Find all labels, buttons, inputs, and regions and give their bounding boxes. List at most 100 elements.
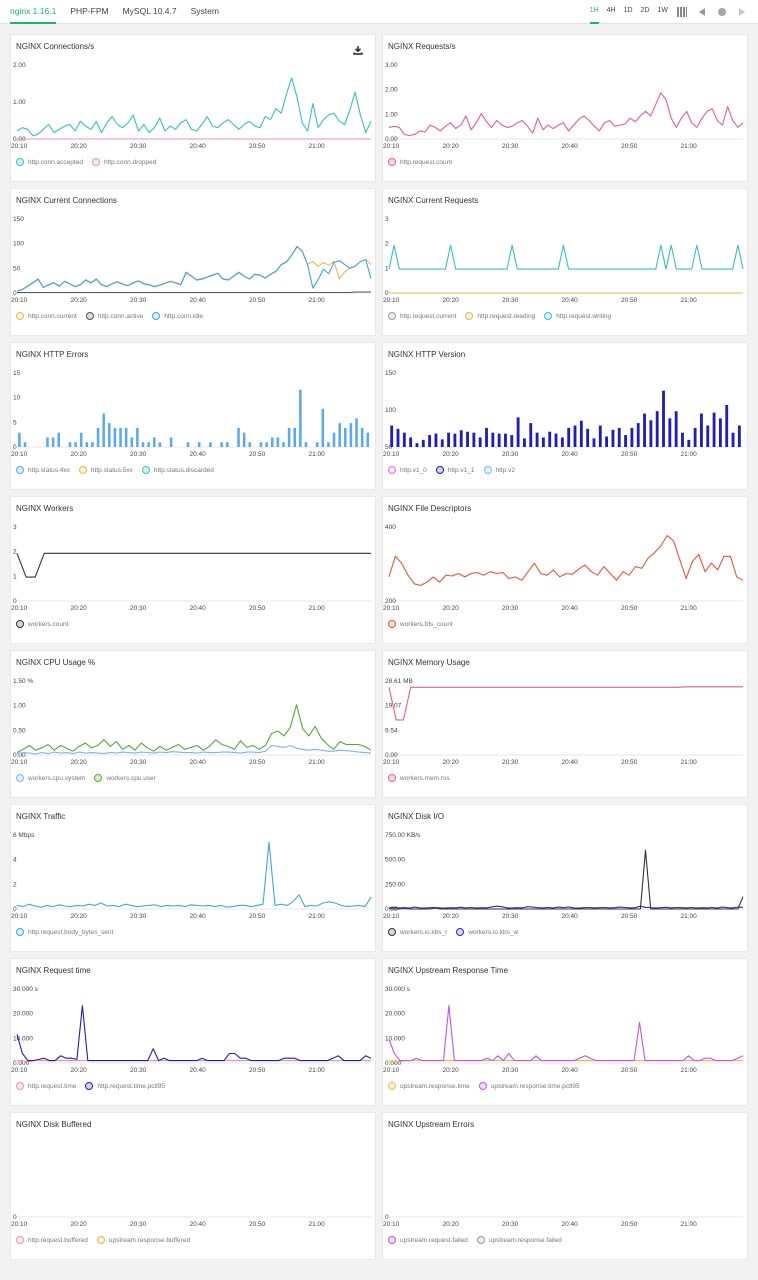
legend-item-http-request-buffered[interactable]: http.request.buffered (16, 1236, 88, 1244)
top-navigation-bar: nginx 1.16.1 PHP-FPM MySQL 10.4.7 System… (0, 0, 758, 24)
x-tick-label: 20:30 (502, 1221, 519, 1228)
legend-item-http-request-writing[interactable]: http.request.writing (544, 312, 611, 320)
bar (158, 442, 162, 447)
panel-title: NGINX HTTP Errors (16, 350, 89, 359)
tab-php-fpm[interactable]: PHP-FPM (70, 6, 109, 16)
y-tick-label: 2 (13, 549, 17, 556)
y-tick-label: 3 (13, 524, 17, 531)
legend-item-workers-mem-rss[interactable]: workers.mem.rss (388, 774, 449, 782)
legend-item-http-conn-accepted[interactable]: http.conn.accepted (16, 158, 83, 166)
range-1d[interactable]: 1D (623, 7, 633, 14)
legend-swatch (16, 158, 24, 166)
range-4h[interactable]: 4H (606, 7, 616, 14)
x-tick-label: 21:00 (308, 1221, 325, 1228)
bar (573, 425, 577, 447)
bar (113, 427, 117, 447)
x-tick-label: 20:30 (502, 451, 519, 458)
legend-item-http-v2[interactable]: http.v2 (483, 466, 515, 474)
legend-item-upstream-response-time-pctl95[interactable]: upstream.response.time.pctl95 (478, 1082, 580, 1090)
download-icon[interactable] (353, 42, 363, 55)
legend-item-http-conn-dropped[interactable]: http.conn.dropped (91, 158, 157, 166)
legend-item-http-conn-idle[interactable]: http.conn.idle (152, 312, 203, 320)
chart-nginx-current-requests: 3 2 1 020:10 20:20 20:30 20:40 20:50 21:00 (383, 216, 744, 304)
legend-item-workers-fds-count[interactable]: workers.fds_count (388, 620, 453, 628)
bar (693, 427, 697, 447)
x-tick-label: 20:40 (561, 451, 578, 458)
x-tick-label: 21:00 (680, 759, 697, 766)
prev-icon[interactable] (696, 6, 708, 18)
legend-item-http-request-reading[interactable]: http.request.reading (465, 312, 535, 320)
tab-system[interactable]: System (190, 6, 219, 16)
x-tick-label: 21:00 (308, 1067, 325, 1074)
x-tick-label: 20:20 (70, 451, 87, 458)
legend-swatch (16, 312, 24, 320)
legend-label: workers.count (28, 620, 69, 628)
legend-item-http-request-count[interactable]: http.request.count (388, 158, 452, 166)
legend-item-http-request-body-bytes-sent[interactable]: http.request.body_bytes_sent (16, 928, 113, 936)
legend-item-workers-cpu-system[interactable]: workers.cpu.system (16, 774, 85, 782)
range-1h[interactable]: 1H (589, 0, 599, 24)
series-line-workers-mem-rss (388, 686, 743, 721)
x-tick-label: 20:20 (70, 297, 87, 304)
legend-item-http-v1-1[interactable]: http.v1_1 (435, 466, 475, 474)
table-icon[interactable] (676, 6, 688, 18)
legend-label: http.request.body_bytes_sent (28, 928, 114, 936)
x-tick-label: 20:50 (621, 1067, 638, 1074)
legend-label: http.request.time (28, 1082, 77, 1090)
bar (209, 442, 212, 447)
y-tick-label: 28.61 MB (385, 678, 413, 685)
tab-mysql[interactable]: MySQL 10.4.7 (122, 6, 177, 16)
x-tick-label: 20:10 (383, 143, 400, 150)
range-1w[interactable]: 1W (657, 7, 669, 14)
legend-label: upstream.response.failed (488, 1236, 562, 1244)
legend-label: http.conn.dropped (103, 158, 157, 166)
y-tick-label: 400 (385, 524, 396, 531)
y-tick-label: 150 (13, 216, 24, 223)
x-tick-label: 20:10 (383, 1067, 400, 1074)
legend-item-upstream-response-time[interactable]: upstream.response.time (388, 1082, 470, 1090)
bar (248, 442, 252, 447)
x-tick-label: 20:50 (249, 143, 266, 150)
bar (687, 439, 691, 447)
bar (712, 412, 716, 447)
x-tick-label: 20:20 (442, 143, 459, 150)
legend-item-workers-io-kbs-w[interactable]: workers.io.kbs_w (456, 928, 518, 936)
legend-item-workers-cpu-user[interactable]: workers.cpu.user (94, 774, 156, 782)
tab-nginx[interactable]: nginx 1.16.1 (10, 0, 57, 24)
range-2d[interactable]: 2D (640, 7, 650, 14)
legend-item-http-request-current[interactable]: http.request.current (388, 312, 456, 320)
legend-item-upstream-request-failed[interactable]: upstream.request.failed (388, 1236, 468, 1244)
chart-legend: workers.mem.rss (388, 774, 458, 782)
legend-item-workers-count[interactable]: workers.count (16, 620, 68, 628)
x-tick-label: 20:20 (442, 913, 459, 920)
legend-swatch (85, 1082, 94, 1090)
bar (226, 442, 229, 447)
legend-item-http-v1-0[interactable]: http.v1_0 (388, 466, 427, 474)
bar (453, 433, 457, 447)
legend-item-http-request-time[interactable]: http.request.time (16, 1082, 76, 1090)
legend-item-workers-io-kbs-r[interactable]: workers.io.kbs_r (388, 928, 447, 936)
legend-item-http-status-5xx[interactable]: http.status.5xx (78, 466, 133, 474)
chart-legend: upstream.request.failed upstream.response… (388, 1236, 571, 1244)
legend-item-http-conn-current[interactable]: http.conn.current (16, 312, 77, 320)
bar (152, 437, 156, 447)
next-icon[interactable] (736, 6, 748, 18)
legend-item-http-status-4xx[interactable]: http.status.4xx (16, 466, 70, 474)
live-dot-icon[interactable] (716, 6, 728, 18)
legend-item-http-request-time-pctl95[interactable]: http.request.time.pctl95 (85, 1082, 165, 1090)
legend-swatch (388, 1236, 396, 1244)
bar (472, 432, 476, 447)
legend-item-upstream-response-buffered[interactable]: upstream.response.buffered (96, 1236, 190, 1244)
bar (57, 432, 60, 447)
bar (265, 442, 268, 447)
legend-swatch (388, 620, 396, 628)
x-tick-label: 20:10 (383, 297, 400, 304)
bar (68, 442, 72, 447)
bar (96, 427, 100, 447)
bar (516, 417, 520, 447)
bar (579, 420, 583, 447)
series-line-workers-count (16, 552, 371, 578)
legend-item-http-conn-active[interactable]: http.conn.active (85, 312, 143, 320)
legend-item-http-status-discarded[interactable]: http.status.discarded (141, 466, 214, 474)
legend-item-upstream-response-failed[interactable]: upstream.response.failed (476, 1236, 562, 1244)
